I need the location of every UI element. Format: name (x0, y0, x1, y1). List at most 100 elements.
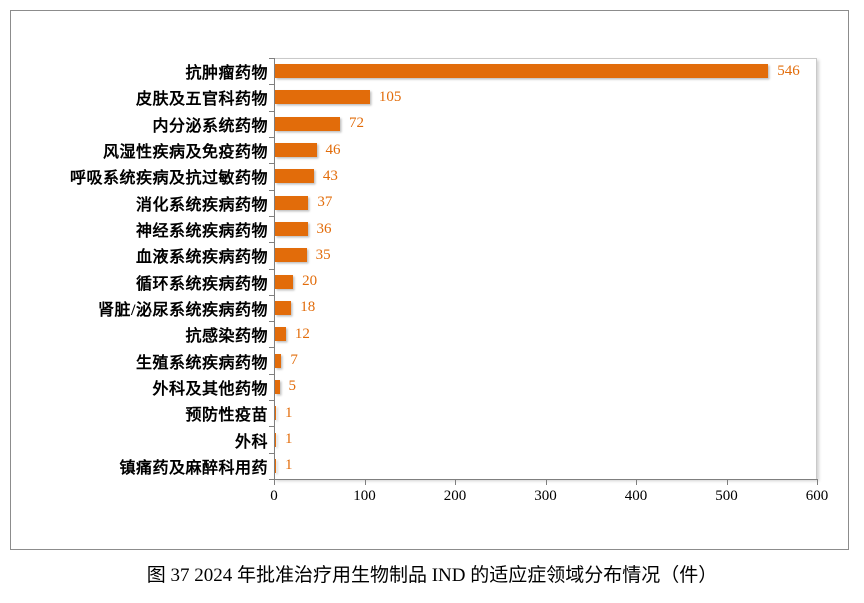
value-label: 72 (349, 115, 365, 132)
value-label: 36 (316, 220, 332, 237)
value-label: 5 (288, 378, 297, 395)
category-label: 消化系统疾病药物 (135, 196, 268, 214)
category-tick-mark (269, 295, 274, 296)
category-label: 镇痛药及麻醉科用药 (119, 459, 268, 477)
value-label: 35 (315, 246, 331, 263)
category-tick-mark (269, 58, 274, 59)
value-tick-mark (455, 480, 456, 485)
category-tick-mark (269, 479, 274, 480)
bar (275, 274, 294, 289)
value-axis-line (274, 479, 818, 480)
value-tick-mark (726, 480, 728, 485)
category-tick-mark (269, 426, 274, 427)
bar-row: 18 (275, 295, 817, 321)
bar (275, 195, 309, 210)
value-label: 46 (325, 141, 341, 158)
category-axis-labels: 抗肿瘤药物皮肤及五官科药物内分泌系统药物风湿性疾病及免疫药物呼吸系统疾病及抗过敏… (17, 58, 268, 479)
category-label: 风湿性疾病及免疫药物 (102, 144, 268, 162)
category-label: 皮肤及五官科药物 (135, 91, 268, 109)
value-tick-label: 600 (805, 488, 829, 504)
value-tick-mark (817, 480, 818, 485)
bar (275, 458, 276, 473)
value-label: 1 (285, 404, 293, 421)
value-label: 546 (777, 62, 800, 79)
bar-row: 46 (275, 137, 817, 163)
category-label: 抗感染药物 (185, 328, 268, 346)
category-label: 外科 (234, 433, 268, 451)
category-tick-mark (269, 321, 274, 322)
bar (275, 222, 308, 237)
bar-row: 546 (275, 58, 817, 84)
category-label: 生殖系统疾病药物 (135, 354, 268, 372)
bar-row: 37 (275, 190, 817, 216)
value-label: 7 (290, 352, 298, 369)
category-label: 肾脏/泌尿系统疾病药物 (98, 301, 268, 319)
category-label: 内分泌系统药物 (152, 117, 268, 135)
category-tick-mark (269, 137, 274, 138)
bar-row: 5 (275, 374, 817, 400)
bar-row: 72 (275, 111, 817, 137)
category-tick-mark (269, 400, 274, 401)
value-label: 43 (322, 167, 338, 184)
bar (275, 406, 276, 421)
bar-row: 43 (275, 163, 817, 189)
bar-row: 1 (275, 400, 817, 426)
value-tick-label: 200 (443, 488, 467, 504)
category-tick-mark (269, 190, 274, 191)
bar (275, 143, 317, 158)
value-label: 37 (317, 194, 333, 211)
value-tick-label: 300 (534, 488, 557, 504)
value-label: 105 (378, 88, 402, 105)
bar (275, 64, 769, 79)
bar-row: 7 (275, 347, 817, 373)
value-label: 1 (285, 457, 293, 474)
bar-row: 105 (275, 84, 817, 110)
chart-frame: 抗肿瘤药物皮肤及五官科药物内分泌系统药物风湿性疾病及免疫药物呼吸系统疾病及抗过敏… (10, 10, 849, 550)
value-label: 1 (285, 431, 293, 448)
bar-row: 36 (275, 216, 817, 242)
bar (275, 90, 370, 105)
value-label: 18 (300, 299, 316, 316)
bar-row: 20 (275, 269, 817, 295)
bar (275, 300, 292, 315)
category-tick-mark (269, 84, 274, 85)
category-label: 抗肿瘤药物 (185, 65, 268, 83)
bar (275, 432, 276, 447)
bar (275, 248, 307, 263)
value-tick-mark (545, 480, 547, 485)
value-tick-label: 0 (270, 488, 278, 504)
value-tick-mark (364, 480, 366, 485)
category-tick-mark (269, 453, 274, 454)
value-tick-label: 100 (353, 488, 376, 504)
value-tick-mark (274, 480, 275, 485)
bar-row: 1 (275, 453, 817, 479)
category-tick-mark (269, 163, 274, 164)
bar (275, 353, 282, 368)
category-label: 外科及其他药物 (152, 380, 268, 398)
category-tick-mark (269, 269, 274, 270)
plot-area (274, 58, 817, 479)
category-label: 循环系统疾病药物 (135, 275, 268, 293)
bar-row: 1 (275, 426, 817, 452)
bar-row: 12 (275, 321, 817, 347)
category-label: 呼吸系统疾病及抗过敏药物 (69, 170, 268, 188)
bar (275, 379, 280, 394)
category-tick-mark (269, 374, 274, 375)
category-label: 神经系统疾病药物 (135, 223, 268, 241)
bar (275, 116, 341, 131)
category-tick-mark (269, 347, 274, 348)
value-label: 20 (302, 273, 318, 290)
category-tick-mark (269, 216, 274, 217)
value-tick-label: 400 (624, 488, 648, 504)
bar (275, 327, 286, 342)
category-tick-mark (269, 111, 274, 112)
bar (275, 169, 314, 184)
category-label: 预防性疫苗 (185, 407, 268, 425)
value-tick-label: 500 (715, 488, 738, 504)
bar-rows: 546 105 72 46 43 37 36 35 20 18 12 7 5 1 1 1 (275, 58, 817, 479)
category-label: 血液系统疾病药物 (135, 249, 268, 267)
value-tick-mark (636, 480, 637, 485)
value-label: 12 (294, 325, 310, 342)
category-tick-mark (269, 242, 274, 243)
category-axis-line (274, 58, 275, 480)
